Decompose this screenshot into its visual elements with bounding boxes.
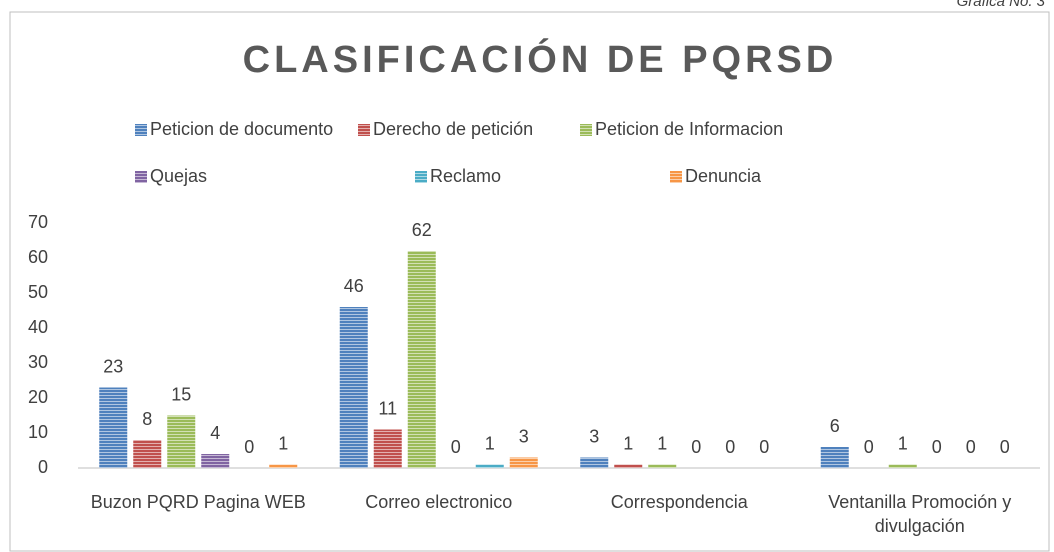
data-label: 3 <box>589 426 599 446</box>
data-label: 1 <box>898 433 908 453</box>
legend-swatch <box>670 171 682 183</box>
data-label: 4 <box>210 423 220 443</box>
bar <box>509 457 538 468</box>
y-tick-label: 30 <box>28 352 48 372</box>
bar <box>648 464 677 468</box>
legend-swatch <box>415 171 427 183</box>
caption: Grafica No. 3 <box>957 0 1046 10</box>
y-tick-label: 40 <box>28 317 48 337</box>
bar <box>269 464 298 468</box>
data-label: 1 <box>485 433 495 453</box>
x-tick-label: Correspondencia <box>610 492 748 512</box>
x-tick-label: Correo electronico <box>365 492 513 512</box>
legend-swatch <box>358 124 370 136</box>
legend-swatch <box>580 124 592 136</box>
x-tick-label: Ventanilla Promoción y divulgación <box>828 492 1012 536</box>
data-label: 11 <box>378 398 397 418</box>
bar <box>99 387 128 468</box>
legend-label: Derecho de petición <box>373 119 533 139</box>
bar <box>820 447 849 468</box>
data-label: 1 <box>623 433 633 453</box>
x-tick-label: Buzon PQRD Pagina WEB <box>90 492 306 512</box>
data-label: 1 <box>657 433 667 453</box>
y-tick-label: 20 <box>28 387 48 407</box>
data-label: 0 <box>691 437 701 457</box>
legend-swatch <box>135 171 147 183</box>
data-label: 6 <box>830 416 840 436</box>
bar <box>167 415 196 468</box>
legend-swatch <box>135 124 147 136</box>
bar <box>614 464 643 468</box>
data-label: 0 <box>966 437 976 457</box>
data-label: 0 <box>725 437 735 457</box>
bar <box>339 307 368 468</box>
chart-border <box>9 11 1050 552</box>
data-label: 46 <box>344 276 364 296</box>
legend-label: Peticion de Informacion <box>595 119 783 139</box>
data-label: 0 <box>932 437 942 457</box>
legend-label: Denuncia <box>685 166 762 186</box>
data-label: 0 <box>451 437 461 457</box>
data-label: 3 <box>519 426 529 446</box>
data-label: 0 <box>244 437 254 457</box>
chart-title: CLASIFICACIÓN DE PQRSD <box>243 37 838 81</box>
y-tick-label: 0 <box>38 457 48 477</box>
bar <box>201 454 230 468</box>
bar <box>407 251 436 468</box>
y-tick-label: 60 <box>28 247 48 267</box>
data-label: 0 <box>1000 437 1010 457</box>
data-label: 1 <box>278 433 288 453</box>
bar <box>373 429 402 468</box>
data-label: 0 <box>864 437 874 457</box>
y-tick-label: 70 <box>28 212 48 232</box>
data-label: 62 <box>412 220 432 240</box>
legend-label: Peticion de documento <box>150 119 333 139</box>
data-label: 8 <box>142 409 152 429</box>
bar <box>580 457 609 468</box>
bar <box>133 440 162 468</box>
bar <box>888 464 917 468</box>
y-tick-label: 50 <box>28 282 48 302</box>
data-label: 0 <box>759 437 769 457</box>
legend-label: Reclamo <box>430 166 501 186</box>
bar <box>475 464 504 468</box>
data-label: 15 <box>171 384 191 404</box>
data-label: 23 <box>103 356 123 376</box>
legend-label: Quejas <box>150 166 207 186</box>
y-tick-label: 10 <box>28 422 48 442</box>
